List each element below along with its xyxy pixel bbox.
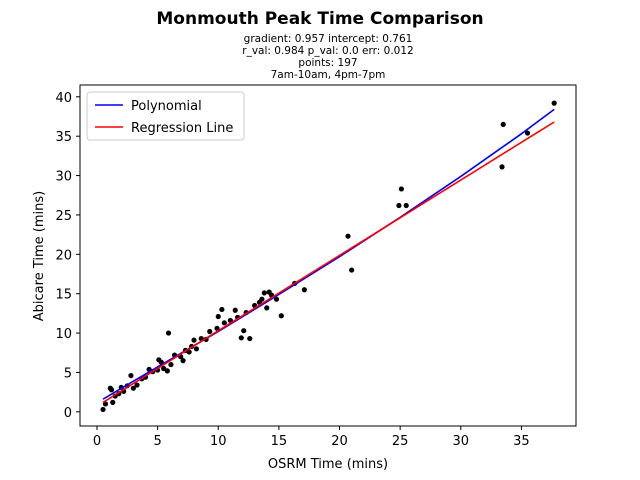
y-axis-label: Abicare Time (mins) — [32, 191, 47, 321]
data-point — [186, 349, 192, 355]
data-point — [259, 296, 265, 302]
data-point — [180, 358, 186, 364]
data-point — [164, 368, 170, 374]
data-point — [221, 320, 227, 326]
data-point — [215, 313, 221, 320]
data-point — [273, 296, 280, 302]
data-point — [102, 401, 109, 407]
data-point — [134, 382, 140, 388]
y-tick-label: 0 — [64, 406, 72, 421]
data-point — [207, 328, 213, 335]
data-point — [345, 233, 351, 239]
x-tick-label: 35 — [513, 434, 530, 449]
data-point — [193, 346, 200, 352]
x-tick-label: 20 — [331, 434, 348, 449]
data-point — [165, 330, 172, 336]
y-tick-label: 35 — [55, 130, 72, 145]
data-point — [349, 267, 355, 273]
y-tick-label: 25 — [55, 209, 72, 224]
data-point — [261, 290, 267, 296]
legend-box — [86, 91, 245, 141]
data-point — [301, 287, 307, 293]
data-point — [214, 325, 220, 331]
x-tick-label: 25 — [392, 434, 409, 449]
y-tick-label: 15 — [55, 288, 72, 303]
data-point — [219, 306, 225, 313]
data-point — [500, 121, 506, 127]
data-point — [108, 387, 115, 393]
legend-label-regression-line: Regression Line — [131, 121, 233, 136]
data-point — [247, 335, 253, 342]
data-point — [403, 202, 409, 209]
data-point — [232, 307, 238, 313]
chart-subtitle-points: points: 197 — [298, 57, 357, 69]
y-tick-label: 10 — [55, 327, 72, 342]
x-tick-label: 15 — [271, 434, 288, 449]
data-point — [130, 385, 136, 391]
data-point — [551, 100, 557, 106]
plot-area — [100, 100, 557, 413]
data-point — [278, 313, 284, 319]
y-tick-label: 5 — [64, 366, 72, 381]
x-tick-label: 5 — [153, 434, 161, 449]
data-point — [128, 372, 134, 379]
chart-subtitle-stats: r_val: 0.984 p_val: 0.0 err: 0.012 — [242, 45, 413, 57]
data-point — [398, 186, 404, 192]
data-point — [168, 361, 174, 368]
y-tick-label: 40 — [55, 91, 72, 106]
legend: Polynomial Regression Line — [86, 91, 245, 141]
data-point — [264, 305, 270, 311]
chart-subtitle-gradient: gradient: 0.957 intercept: 0.761 — [244, 33, 413, 45]
x-axis-label: OSRM Time (mins) — [268, 457, 388, 472]
chart-title: Monmouth Peak Time Comparison — [156, 9, 483, 29]
plot-frame — [79, 84, 577, 427]
x-tick-label: 0 — [93, 434, 101, 449]
data-point — [110, 399, 116, 405]
data-point — [238, 335, 244, 341]
legend-label-polynomial: Polynomial — [131, 99, 202, 114]
y-tick-label: 30 — [55, 170, 72, 185]
chart-subtitle-period: 7am-10am, 4pm-7pm — [271, 69, 386, 81]
x-tick-label: 10 — [210, 434, 227, 449]
data-point — [100, 406, 106, 413]
data-point — [499, 164, 505, 170]
data-point — [191, 337, 197, 343]
data-point — [396, 202, 402, 209]
series-line-regression-line — [102, 121, 555, 404]
series-line-polynomial — [102, 108, 555, 400]
data-point — [241, 328, 247, 334]
data-point — [524, 130, 531, 136]
x-tick-label: 30 — [453, 434, 470, 449]
y-tick-label: 20 — [55, 248, 72, 263]
